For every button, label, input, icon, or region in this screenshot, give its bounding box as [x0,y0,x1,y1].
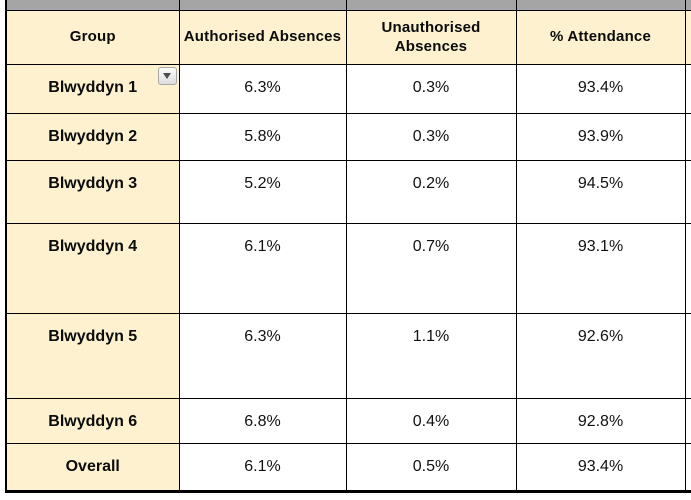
group-cell-blwyddyn-6: Blwyddyn 6 [5,397,180,444]
empty-cell [684,222,691,314]
attendance-value: 93.9% [515,112,686,161]
group-cell-overall: Overall [5,442,180,492]
empty-cell [684,159,691,224]
attendance-table: Group Authorised Absences Unauthorised A… [5,0,691,493]
attendance-value: 93.4% [515,63,686,114]
filter-dropdown-button[interactable] [157,66,177,85]
column-header-unauthorised-absences: Unauthorised Absences [345,9,517,65]
table-row: Blwyddyn 3 5.2% 0.2% 94.5% [5,159,691,224]
group-cell-blwyddyn-4: Blwyddyn 4 [5,222,180,314]
empty-cell [684,312,691,399]
unauthorised-value: 0.2% [345,159,517,224]
empty-cell [684,112,691,161]
table-header-row: Group Authorised Absences Unauthorised A… [5,9,691,65]
chevron-down-icon [163,72,171,79]
authorised-value: 6.3% [178,63,347,114]
cutoff-gray-row [5,0,691,11]
group-label: Blwyddyn 1 [48,78,138,96]
authorised-value: 6.3% [178,312,347,399]
attendance-value: 92.6% [515,312,686,399]
group-cell-blwyddyn-2: Blwyddyn 2 [5,112,180,161]
attendance-value: 94.5% [515,159,686,224]
empty-cell [684,63,691,114]
table-row: Blwyddyn 2 5.8% 0.3% 93.9% [5,112,691,161]
attendance-value: 92.8% [515,397,686,444]
attendance-value: 93.1% [515,222,686,314]
empty-cell [684,397,691,444]
unauthorised-value: 0.3% [345,112,517,161]
unauthorised-value: 1.1% [345,312,517,399]
authorised-value: 5.8% [178,112,347,161]
authorised-value: 6.1% [178,442,347,492]
unauthorised-value: 0.4% [345,397,517,444]
table-row: Blwyddyn 6 6.8% 0.4% 92.8% [5,397,691,444]
attendance-value: 93.4% [515,442,686,492]
cutoff-cell [515,0,686,11]
authorised-value: 6.1% [178,222,347,314]
cutoff-cell [345,0,517,11]
unauthorised-value: 0.7% [345,222,517,314]
table-row: Blwyddyn 4 6.1% 0.7% 93.1% [5,222,691,314]
column-header-group: Group [5,9,180,65]
column-header-attendance: % Attendance [515,9,686,65]
cutoff-cell [684,0,691,11]
table-row: Blwyddyn 1 6.3% 0.3% 93.4% [5,63,691,114]
group-cell-blwyddyn-5: Blwyddyn 5 [5,312,180,399]
column-header-partial [684,9,691,65]
empty-cell [684,442,691,492]
unauthorised-value: 0.5% [345,442,517,492]
authorised-value: 6.8% [178,397,347,444]
table-row: Overall 6.1% 0.5% 93.4% [5,442,691,492]
cutoff-cell [178,0,347,11]
column-header-authorised-absences: Authorised Absences [178,9,347,65]
unauthorised-value: 0.3% [345,63,517,114]
table-row: Blwyddyn 5 6.3% 1.1% 92.6% [5,312,691,399]
group-cell-blwyddyn-3: Blwyddyn 3 [5,159,180,224]
cutoff-cell [5,0,180,11]
group-cell-blwyddyn-1: Blwyddyn 1 [5,63,180,114]
authorised-value: 5.2% [178,159,347,224]
